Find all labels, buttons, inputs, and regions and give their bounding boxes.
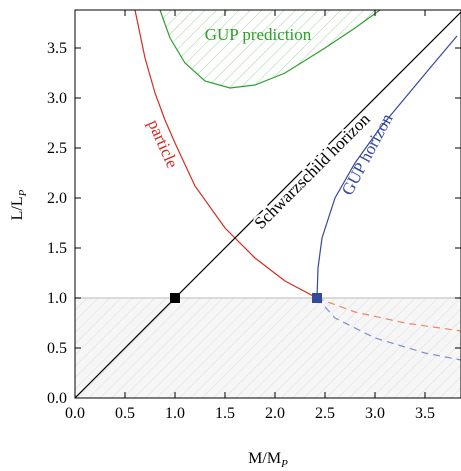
y-tick-label: 1.0 (47, 290, 67, 307)
curve (316, 35, 458, 299)
curve-label: particle (144, 117, 182, 171)
x-label-main: M/M (248, 450, 281, 467)
curve (134, 10, 318, 299)
y-tick-label: 3.5 (47, 40, 67, 57)
y-label-main: L/L (9, 196, 26, 220)
curve-label: GUP prediction (205, 25, 312, 44)
x-tick-label: 2.0 (265, 405, 285, 422)
marker (170, 293, 180, 303)
y-axis-label: L/LP (9, 189, 29, 220)
x-tick-label: 0.5 (115, 405, 135, 422)
y-tick-label: 1.5 (47, 240, 67, 257)
plot-area (75, 10, 461, 398)
y-tick-label: 2.0 (47, 190, 67, 207)
y-tick-label: 3.0 (47, 90, 67, 107)
hatched-region (160, 10, 380, 88)
curve (316, 297, 461, 361)
y-label-sub: P (17, 189, 29, 197)
curve (75, 11, 461, 398)
curve (159, 10, 381, 89)
x-tick-label: 3.5 (415, 405, 435, 422)
x-axis-label: M/MP (248, 450, 288, 470)
excluded-region (75, 298, 461, 398)
x-tick-label: 2.5 (315, 405, 335, 422)
plot-frame (74, 9, 461, 399)
marker (312, 293, 322, 303)
x-tick-label: 1.0 (165, 405, 185, 422)
x-tick-label: 1.5 (215, 405, 235, 422)
y-tick-label: 0.0 (47, 390, 67, 407)
y-tick-label: 2.5 (47, 140, 67, 157)
y-tick-label: 0.5 (47, 340, 67, 357)
x-label-sub: P (280, 458, 288, 470)
x-tick-label: 0.0 (65, 405, 85, 422)
x-tick-label: 3.0 (365, 405, 385, 422)
curve (316, 297, 461, 332)
